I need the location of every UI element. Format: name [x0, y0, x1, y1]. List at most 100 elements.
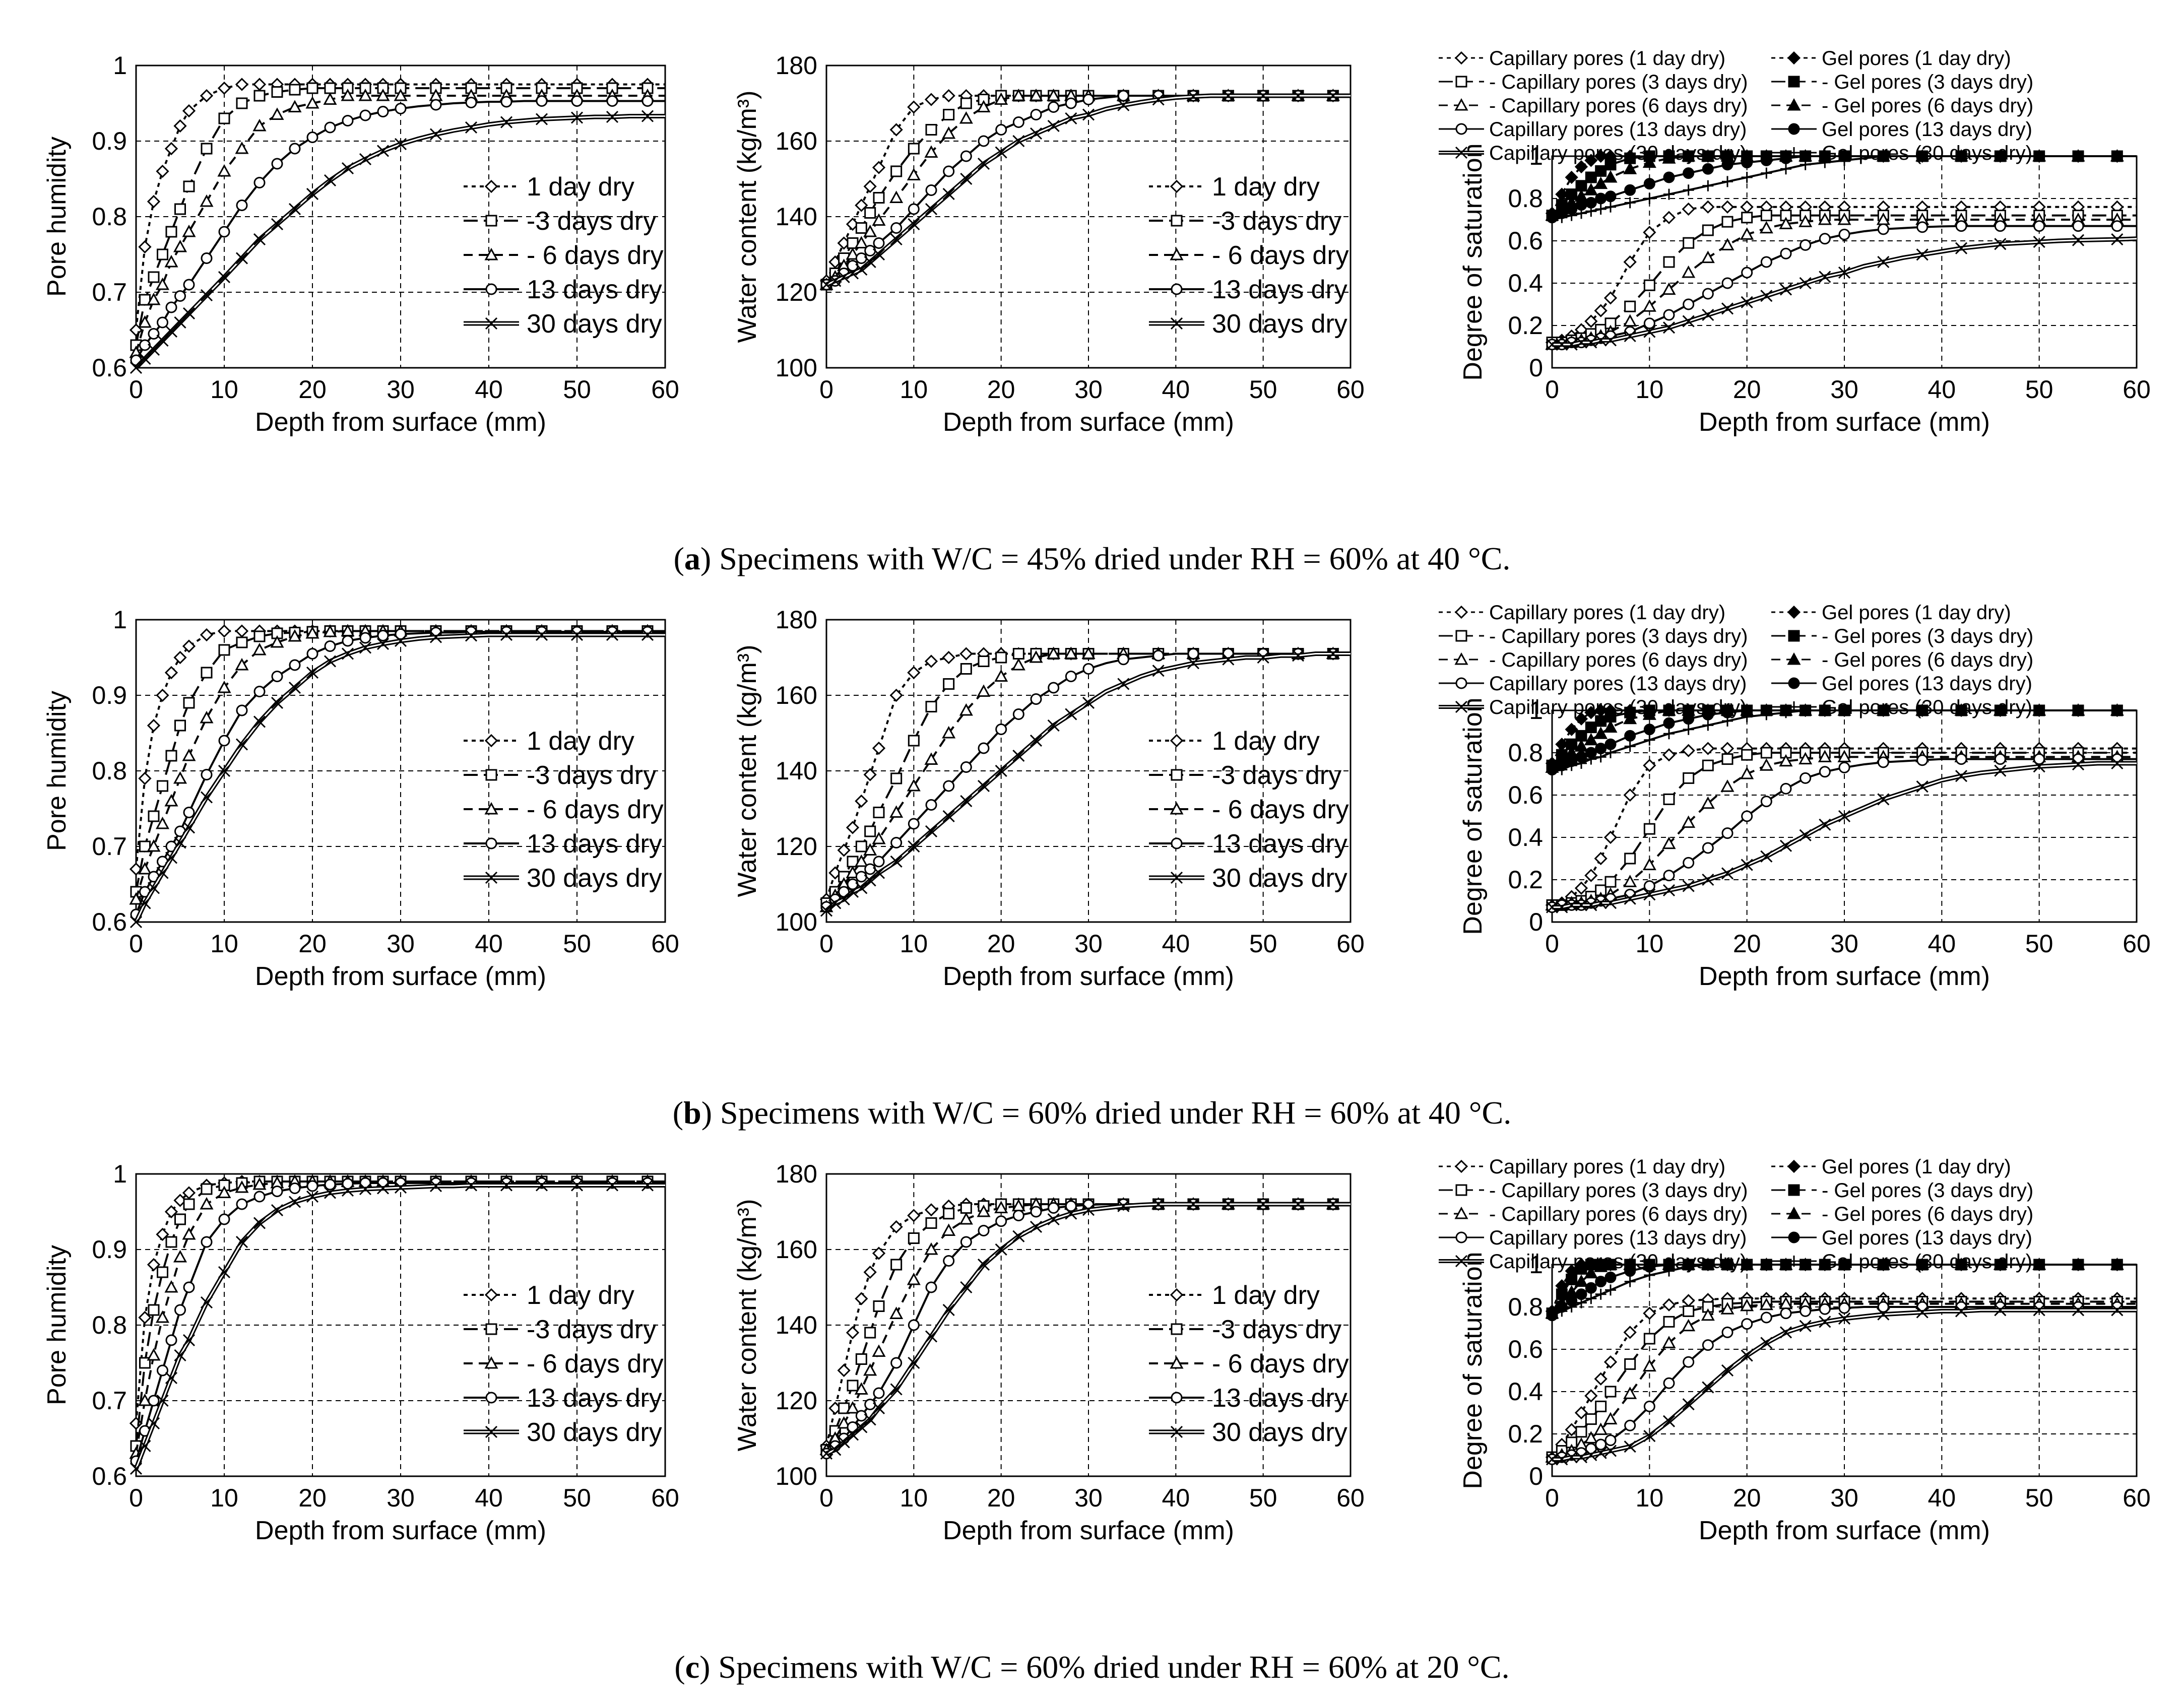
- data-point: [341, 162, 354, 175]
- data-point: [1082, 696, 1095, 709]
- legend-marker: [1788, 677, 1800, 689]
- data-point: [1839, 1259, 1850, 1270]
- data-point: [1623, 711, 1637, 725]
- data-point: [1574, 1406, 1588, 1420]
- y-tick-label: 1: [113, 606, 127, 634]
- legend-label: 30 days dry: [1212, 864, 1347, 893]
- data-point: [1760, 796, 1772, 808]
- legend-label: 13 days dry: [1212, 275, 1347, 304]
- data-point: [324, 121, 336, 134]
- data-point: [288, 629, 302, 642]
- data-point: [164, 254, 178, 268]
- data-point: [1877, 756, 1889, 768]
- data-point: [846, 1428, 859, 1441]
- data-point: [925, 701, 937, 712]
- data-point: [1662, 703, 1676, 716]
- data-point: [1584, 1389, 1598, 1403]
- data-point: [394, 1181, 407, 1194]
- x-tick-label: 20: [298, 930, 327, 958]
- data-point: [1722, 176, 1733, 187]
- data-point: [1683, 857, 1695, 869]
- data-point: [1702, 1259, 1714, 1270]
- data-point: [1994, 753, 2006, 765]
- data-point: [1722, 1259, 1733, 1270]
- data-point: [1574, 1274, 1588, 1287]
- data-point: [1152, 665, 1165, 677]
- data-point: [960, 150, 972, 162]
- data-point: [376, 1182, 390, 1195]
- data-point: [305, 96, 319, 109]
- data-point: [271, 158, 283, 170]
- data-point: [148, 271, 160, 283]
- data-point: [1603, 291, 1618, 305]
- series-line: [135, 100, 665, 361]
- data-point: [1780, 163, 1791, 175]
- data-point: [1682, 149, 1696, 162]
- y-tick-label: 0.8: [92, 1311, 127, 1339]
- y-tick-label: 0.4: [1508, 269, 1543, 297]
- data-point: [253, 177, 266, 188]
- legend-label: 30 days dry: [1212, 309, 1347, 339]
- data-point: [1819, 233, 1831, 245]
- caption-c: (c) Specimens with W/C = 60% dried under…: [674, 1649, 1509, 1685]
- data-point: [1030, 693, 1042, 705]
- x-tick-label: 0: [819, 375, 833, 404]
- data-point: [977, 157, 990, 170]
- data-point: [1624, 184, 1636, 196]
- data-point: [1721, 1326, 1733, 1338]
- data-point: [1760, 1311, 1772, 1324]
- data-point: [173, 119, 187, 133]
- legend-saturation-3: Capillary pores (1 day dry) Gel pores (1 …: [1439, 1156, 2033, 1273]
- data-point: [1682, 1319, 1696, 1332]
- data-point: [1741, 1318, 1753, 1330]
- data-point: [1642, 299, 1656, 312]
- data-point: [846, 267, 859, 280]
- data-point: [341, 88, 355, 101]
- data-point: [1779, 217, 1793, 229]
- data-point: [960, 1202, 972, 1214]
- data-point: [1584, 869, 1598, 882]
- legend-label: - Capillary pores (3 days dry): [1489, 1179, 1748, 1202]
- legend-label: Gel pores (30 days dry): [1822, 1251, 2032, 1273]
- data-point: [1624, 730, 1636, 742]
- data-point: [641, 110, 654, 122]
- legend-label: - Capillary pores (3 days dry): [1489, 71, 1748, 93]
- data-point: [306, 648, 318, 660]
- data-point: [1257, 651, 1269, 664]
- legend-label: 13 days dry: [1212, 829, 1347, 859]
- data-point: [908, 143, 920, 155]
- data-point: [1819, 1316, 1831, 1328]
- data-point: [1741, 296, 1753, 308]
- data-point: [907, 168, 921, 180]
- data-point: [908, 735, 920, 747]
- data-point: [960, 172, 973, 185]
- x-tick-label: 30: [1074, 375, 1103, 404]
- series-30-days-dry: [820, 1198, 1351, 1460]
- data-point: [1955, 1305, 1968, 1318]
- plot-frame: [825, 1173, 1352, 1477]
- data-point: [376, 637, 390, 650]
- x-tick-label: 20: [987, 1484, 1015, 1512]
- data-point: [924, 654, 938, 668]
- x-tick-label: 50: [1249, 930, 1277, 958]
- legend-marker: [1455, 677, 1467, 689]
- legend-label: - Capillary pores (6 days dry): [1489, 95, 1748, 117]
- data-point: [873, 807, 885, 818]
- legend-marker: [1454, 652, 1468, 665]
- y-tick-label: 0.8: [1508, 184, 1543, 213]
- data-point: [864, 863, 876, 875]
- data-point: [890, 837, 903, 848]
- data-point: [358, 88, 372, 101]
- data-point: [1799, 829, 1812, 841]
- data-point: [1117, 90, 1129, 102]
- data-point: [1780, 782, 1792, 795]
- data-point: [1565, 899, 1578, 911]
- data-point: [1819, 157, 1831, 168]
- x-axis-label: Depth from surface (mm): [1699, 962, 1990, 991]
- data-point: [173, 1250, 187, 1263]
- data-point: [1818, 750, 1832, 762]
- x-tick-label: 40: [475, 930, 503, 958]
- data-point: [1546, 338, 1559, 351]
- series-line: [1552, 155, 2137, 221]
- data-point: [907, 666, 921, 680]
